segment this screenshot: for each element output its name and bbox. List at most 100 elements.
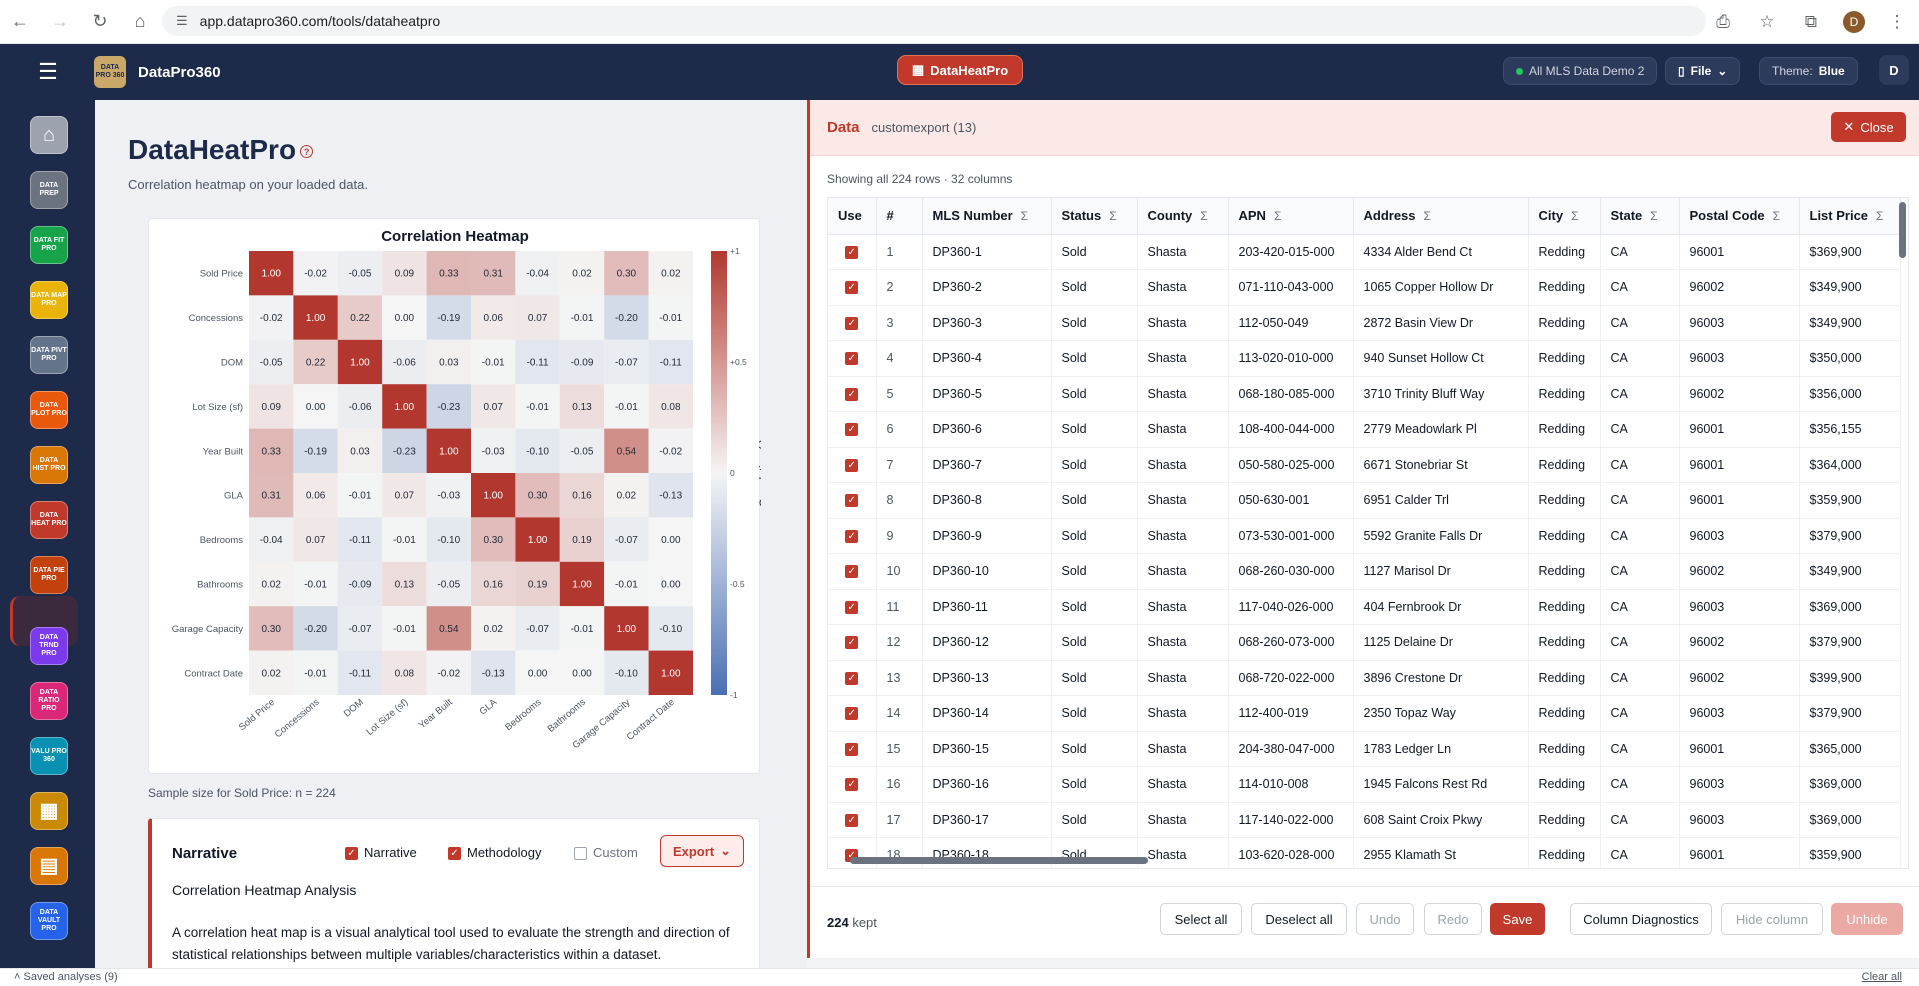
site-info-icon[interactable]: ☰ xyxy=(176,13,188,28)
use-checkbox-cell[interactable]: ✓ xyxy=(828,269,877,306)
sidebar-item-9[interactable]: DATA TRND PRO xyxy=(30,627,68,665)
table-row[interactable]: ✓ 13 DP360-13 Sold Shasta 068-720-022-000 3896… xyxy=(828,660,1901,696)
forward-icon[interactable]: → xyxy=(51,11,69,31)
sidebar-item-1[interactable]: DATA PREP xyxy=(30,171,68,209)
use-checkbox-cell[interactable]: ✓ xyxy=(828,518,877,554)
sidebar-item-2[interactable]: DATA FIT PRO xyxy=(30,226,68,264)
sidebar-item-5[interactable]: DATA PLOT PRO xyxy=(30,391,68,429)
use-checkbox-cell[interactable]: ✓ xyxy=(828,695,877,732)
use-checkbox-cell[interactable]: ✓ xyxy=(828,731,877,767)
table-row[interactable]: ✓ 17 DP360-17 Sold Shasta 117-140-022-000 608 … xyxy=(828,802,1901,838)
column-header[interactable]: Status Σ xyxy=(1051,198,1138,235)
table-row[interactable]: ✓ 12 DP360-12 Sold Shasta 068-260-073-000 1125… xyxy=(828,624,1901,661)
use-checkbox-cell[interactable]: ✓ xyxy=(828,376,877,412)
column-header[interactable]: State Σ xyxy=(1600,198,1680,235)
use-checkbox-cell[interactable]: ✓ xyxy=(828,305,877,341)
methodology-checkbox[interactable]: ✓ Methodology xyxy=(448,845,541,861)
use-checkbox[interactable]: ✓ xyxy=(845,458,859,472)
sidebar-item-6[interactable]: DATA HIST PRO xyxy=(30,446,68,484)
column-header[interactable]: # xyxy=(876,198,923,235)
use-checkbox[interactable]: ✓ xyxy=(845,742,859,756)
column-header[interactable]: County Σ xyxy=(1137,198,1229,235)
unhide-button[interactable]: Unhide xyxy=(1831,903,1903,935)
use-checkbox-cell[interactable]: ✓ xyxy=(828,802,877,838)
table-row[interactable]: ✓ 5 DP360-5 Sold Shasta 068-180-085-000 3710 T… xyxy=(828,376,1901,412)
use-checkbox[interactable]: ✓ xyxy=(845,707,859,721)
user-avatar[interactable]: D xyxy=(1879,55,1909,85)
sidebar-home-icon[interactable]: ⌂ xyxy=(30,116,68,154)
sigma-icon[interactable]: Σ xyxy=(1273,209,1282,224)
table-row[interactable]: ✓ 8 DP360-8 Sold Shasta 050-630-001 6951 Calde… xyxy=(828,482,1901,519)
current-tool-pill[interactable]: ▦ DataHeatPro xyxy=(897,55,1023,85)
use-checkbox-cell[interactable]: ✓ xyxy=(828,766,877,803)
theme-selector[interactable]: Theme: Blue xyxy=(1759,57,1858,85)
sigma-icon[interactable]: Σ xyxy=(1020,209,1029,224)
vertical-scrollbar[interactable] xyxy=(1899,202,1906,258)
use-checkbox-cell[interactable]: ✓ xyxy=(828,482,877,519)
custom-checkbox[interactable]: Custom xyxy=(574,845,638,861)
sidebar-report-icon[interactable]: ▤ xyxy=(30,847,68,885)
sidebar-item-4[interactable]: DATA PIVT PRO xyxy=(30,336,68,374)
sigma-icon[interactable]: Σ xyxy=(1423,209,1431,224)
dataset-selector[interactable]: All MLS Data Demo 2 xyxy=(1503,57,1658,85)
profile-avatar[interactable]: D xyxy=(1843,11,1865,33)
sigma-icon[interactable]: Σ xyxy=(1650,209,1658,224)
use-checkbox[interactable]: ✓ xyxy=(845,813,859,827)
back-icon[interactable]: ← xyxy=(11,11,29,31)
table-row[interactable]: ✓ 7 DP360-7 Sold Shasta 050-580-025-000 6671 S… xyxy=(828,447,1901,483)
use-checkbox[interactable]: ✓ xyxy=(845,778,859,792)
use-checkbox-cell[interactable]: ✓ xyxy=(828,660,877,696)
table-row[interactable]: ✓ 3 DP360-3 Sold Shasta 112-050-049 2872 Basin… xyxy=(828,305,1901,341)
use-checkbox[interactable]: ✓ xyxy=(845,281,859,295)
column-header[interactable]: List Price Σ xyxy=(1799,198,1901,235)
sidebar-item-3[interactable]: DATA MAP PRO xyxy=(30,281,68,319)
use-checkbox[interactable]: ✓ xyxy=(845,600,859,614)
use-checkbox[interactable]: ✓ xyxy=(845,636,859,650)
use-checkbox-cell[interactable]: ✓ xyxy=(828,837,877,868)
table-row[interactable]: ✓ 16 DP360-16 Sold Shasta 114-010-008 1945 Fal… xyxy=(828,766,1901,803)
sidebar-item-10[interactable]: DATA RATIO PRO xyxy=(30,682,68,720)
column-header[interactable]: MLS Number Σ xyxy=(922,198,1052,235)
sidebar-item-14[interactable]: DATA VAULT PRO xyxy=(30,902,68,940)
table-row[interactable]: ✓ 9 DP360-9 Sold Shasta 073-530-001-000 5592 G… xyxy=(828,518,1901,554)
table-row[interactable]: ✓ 14 DP360-14 Sold Shasta 112-400-019 2350 Top… xyxy=(828,695,1901,732)
column-header[interactable]: Postal Code Σ xyxy=(1679,198,1800,235)
table-row[interactable]: ✓ 18 DP360-18 Sold Shasta 103-620-028-000 2955… xyxy=(828,837,1901,868)
close-button[interactable]: ✕ Close xyxy=(1831,112,1906,142)
column-header[interactable]: Address Σ xyxy=(1353,198,1529,235)
sidebar-item-11[interactable]: VALU PRO 360 xyxy=(30,737,68,775)
bookmark-star-icon[interactable]: ☆ xyxy=(1759,12,1775,31)
reload-icon[interactable]: ↻ xyxy=(92,11,108,31)
sidebar-item-8[interactable]: DATA PIE PRO xyxy=(30,556,68,594)
use-checkbox-cell[interactable]: ✓ xyxy=(828,624,877,661)
select-all-button[interactable]: Select all xyxy=(1160,903,1242,935)
help-icon[interactable]: ? xyxy=(300,145,314,159)
undo-button[interactable]: Undo xyxy=(1356,903,1414,935)
table-row[interactable]: ✓ 6 DP360-6 Sold Shasta 108-400-044-000 2779 M… xyxy=(828,411,1901,448)
redo-button[interactable]: Redo xyxy=(1424,903,1482,935)
table-row[interactable]: ✓ 15 DP360-15 Sold Shasta 204-380-047-000 1783… xyxy=(828,731,1901,767)
use-checkbox-cell[interactable]: ✓ xyxy=(828,447,877,483)
use-checkbox[interactable]: ✓ xyxy=(845,494,859,508)
table-row[interactable]: ✓ 4 DP360-4 Sold Shasta 113-020-010-000 940 Su… xyxy=(828,340,1901,377)
use-checkbox-cell[interactable]: ✓ xyxy=(828,234,877,270)
table-row[interactable]: ✓ 10 DP360-10 Sold Shasta 068-260-030-000 1127… xyxy=(828,553,1901,590)
table-row[interactable]: ✓ 1 DP360-1 Sold Shasta 203-420-015-000 4334 A… xyxy=(828,234,1901,270)
use-checkbox[interactable]: ✓ xyxy=(845,671,859,685)
column-header[interactable]: City Σ xyxy=(1528,198,1601,235)
address-bar[interactable]: ☰ app.datapro360.com/tools/dataheatpro xyxy=(162,6,1706,36)
use-checkbox[interactable]: ✓ xyxy=(845,352,859,366)
browser-menu-icon[interactable]: ⋮ xyxy=(1888,12,1906,31)
column-header[interactable]: APN Σ xyxy=(1228,198,1354,235)
horizontal-scrollbar[interactable] xyxy=(850,857,1148,864)
column-diagnostics-button[interactable]: Column Diagnostics xyxy=(1570,903,1712,935)
use-checkbox-cell[interactable]: ✓ xyxy=(828,553,877,590)
use-checkbox-cell[interactable]: ✓ xyxy=(828,340,877,377)
sigma-icon[interactable]: Σ xyxy=(1876,209,1884,224)
narrative-checkbox[interactable]: ✓ Narrative xyxy=(345,845,417,861)
home-icon[interactable]: ⌂ xyxy=(134,11,146,31)
use-checkbox-cell[interactable]: ✓ xyxy=(828,589,877,625)
save-button[interactable]: Save xyxy=(1490,903,1545,935)
use-checkbox[interactable]: ✓ xyxy=(845,316,859,330)
deselect-all-button[interactable]: Deselect all xyxy=(1251,903,1347,935)
